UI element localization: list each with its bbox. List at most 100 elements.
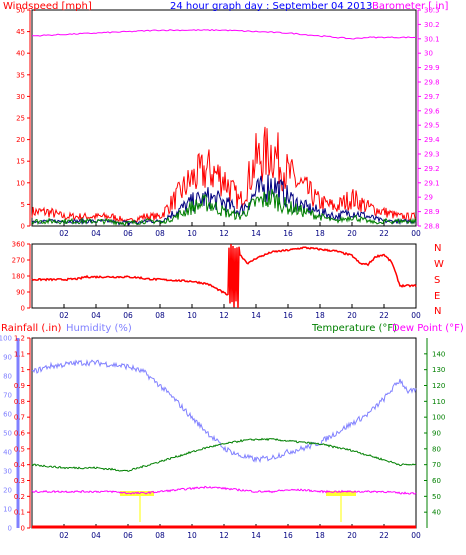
rainfall-tick-label: 0.1 <box>14 509 25 517</box>
barometer-tick-label: 30.2 <box>424 21 440 29</box>
barometer-axis-title: Barometer [.in] <box>372 1 448 12</box>
humidity-tick-label: 30 <box>3 468 12 476</box>
dir-label-n-top: N <box>434 243 441 254</box>
rainfall-tick-label: 0.3 <box>14 477 25 485</box>
windspeed-tick-label: 25 <box>16 115 25 123</box>
wind-direction-line <box>31 244 417 309</box>
chart-title: 24 hour graph day : September 04 2013 <box>170 1 372 12</box>
barometer-tick-label: 29.9 <box>424 64 440 72</box>
x-tick-label: 02 <box>59 229 69 238</box>
rainfall-tick-label: 0 <box>21 525 25 533</box>
direction-x-ticks: 02 04 06 08 10 12 14 16 18 20 22 00 <box>59 304 421 320</box>
barometer-tick-label: 29.6 <box>424 107 440 115</box>
humidity-tick-label: 40 <box>3 449 12 457</box>
windspeed-tick-label: 20 <box>16 136 25 144</box>
temperature-tick-label: 90 <box>432 430 441 438</box>
temperature-tick-label: 50 <box>432 493 441 501</box>
x-tick-label: 12 <box>219 531 229 540</box>
x-tick-label: 12 <box>219 229 229 238</box>
dir-label-n-bottom: N <box>434 306 441 317</box>
temperature-line <box>31 437 416 472</box>
rainfall-tick-label: 0.4 <box>14 461 26 469</box>
rainfall-tick-label: 1 <box>21 366 25 374</box>
direction-tick-label: 360 <box>12 241 25 249</box>
barometer-tick-label: 30.1 <box>424 35 440 43</box>
windspeed-y-ticks: 0 5 10 15 20 25 30 35 40 45 50 <box>16 7 31 231</box>
windspeed-tick-label: 30 <box>16 93 25 101</box>
windspeed-tick-label: 10 <box>16 179 25 187</box>
x-tick-label: 16 <box>283 229 293 238</box>
x-tick-label: 08 <box>155 311 165 320</box>
temperature-tick-label: 120 <box>432 382 445 390</box>
barometer-tick-label: 29.4 <box>424 136 440 144</box>
direction-tick-label: 180 <box>12 273 25 281</box>
wind-average-line <box>31 188 417 227</box>
dir-label-w: W <box>434 259 444 270</box>
temperature-axis-title: Temperature (°F) <box>311 323 397 334</box>
x-tick-label: 10 <box>187 531 197 540</box>
barometer-tick-label: 28.9 <box>424 208 440 216</box>
barometer-tick-label: 29.1 <box>424 179 440 187</box>
x-tick-label: 10 <box>187 311 197 320</box>
direction-tick-label: 270 <box>12 257 25 265</box>
x-tick-label: 10 <box>187 229 197 238</box>
x-tick-label: 20 <box>347 531 357 540</box>
x-tick-label: 04 <box>91 531 101 540</box>
humidity-tick-label: 50 <box>3 430 12 438</box>
rainfall-tick-label: 1.2 <box>14 335 25 343</box>
wind-x-ticks: 02 04 06 08 10 12 14 16 18 20 22 00 <box>59 222 421 238</box>
rainfall-y-ticks: 0 0.1 0.2 0.3 0.4 0.5 0.6 0.7 0.8 0.9 1 1.1 1.2 <box>14 335 31 533</box>
x-tick-label: 02 <box>59 531 69 540</box>
x-tick-label: 18 <box>315 531 325 540</box>
direction-tick-label: 0 <box>21 305 25 313</box>
x-tick-label: 16 <box>283 311 293 320</box>
humidity-tick-label: 0 <box>8 525 12 533</box>
direction-series <box>31 244 417 309</box>
humidity-tick-label: 70 <box>3 392 12 400</box>
x-tick-label: 18 <box>315 311 325 320</box>
humidity-tick-label: 10 <box>3 506 12 514</box>
x-tick-label: 06 <box>123 311 133 320</box>
x-tick-label: 22 <box>379 229 389 238</box>
x-tick-label: 22 <box>379 531 389 540</box>
barometer-tick-label: 29.5 <box>424 122 440 130</box>
x-tick-label: 00 <box>411 531 421 540</box>
rainfall-tick-label: 0.6 <box>14 430 26 438</box>
humidity-axis-title: Humidity (%) <box>66 323 132 334</box>
barometer-line <box>32 29 417 40</box>
humidity-tick-label: 90 <box>3 354 12 362</box>
x-tick-label: 16 <box>283 531 293 540</box>
x-tick-label: 00 <box>411 229 421 238</box>
x-tick-label: 14 <box>251 531 261 540</box>
dewpoint-axis-title: Dew Point (°F) <box>392 323 464 334</box>
temperature-tick-label: 40 <box>432 509 441 517</box>
x-tick-label: 06 <box>123 229 133 238</box>
x-tick-label: 06 <box>123 531 133 540</box>
barometer-tick-label: 28.8 <box>424 223 440 231</box>
temperature-tick-label: 110 <box>432 398 445 406</box>
direction-tick-label: 90 <box>16 289 25 297</box>
x-tick-label: 22 <box>379 311 389 320</box>
x-tick-label: 12 <box>219 311 229 320</box>
rainfall-tick-label: 0.5 <box>14 445 25 453</box>
windspeed-tick-label: 40 <box>16 50 25 58</box>
humidity-y-ticks: 0 10 20 30 40 50 60 70 80 90 100 <box>0 335 12 533</box>
solar-markers <box>120 491 356 522</box>
x-tick-label: 18 <box>315 229 325 238</box>
x-tick-label: 20 <box>347 311 357 320</box>
barometer-tick-label: 29.8 <box>424 79 440 87</box>
temperature-tick-label: 130 <box>432 366 445 374</box>
x-tick-label: 08 <box>155 531 165 540</box>
climate-x-ticks: 02 04 06 08 10 12 14 16 18 20 22 00 <box>59 524 421 540</box>
direction-y-ticks: 0 90 180 270 360 <box>12 241 31 313</box>
windspeed-tick-label: 15 <box>16 158 25 166</box>
rainfall-tick-label: 0.2 <box>14 493 25 501</box>
wind-panel-frame <box>31 9 417 227</box>
barometer-tick-label: 29.2 <box>424 165 440 173</box>
temperature-tick-label: 140 <box>432 350 445 358</box>
dir-label-e: E <box>434 291 440 302</box>
wind-mid-line <box>31 174 417 227</box>
temperature-tick-label: 70 <box>432 461 441 469</box>
